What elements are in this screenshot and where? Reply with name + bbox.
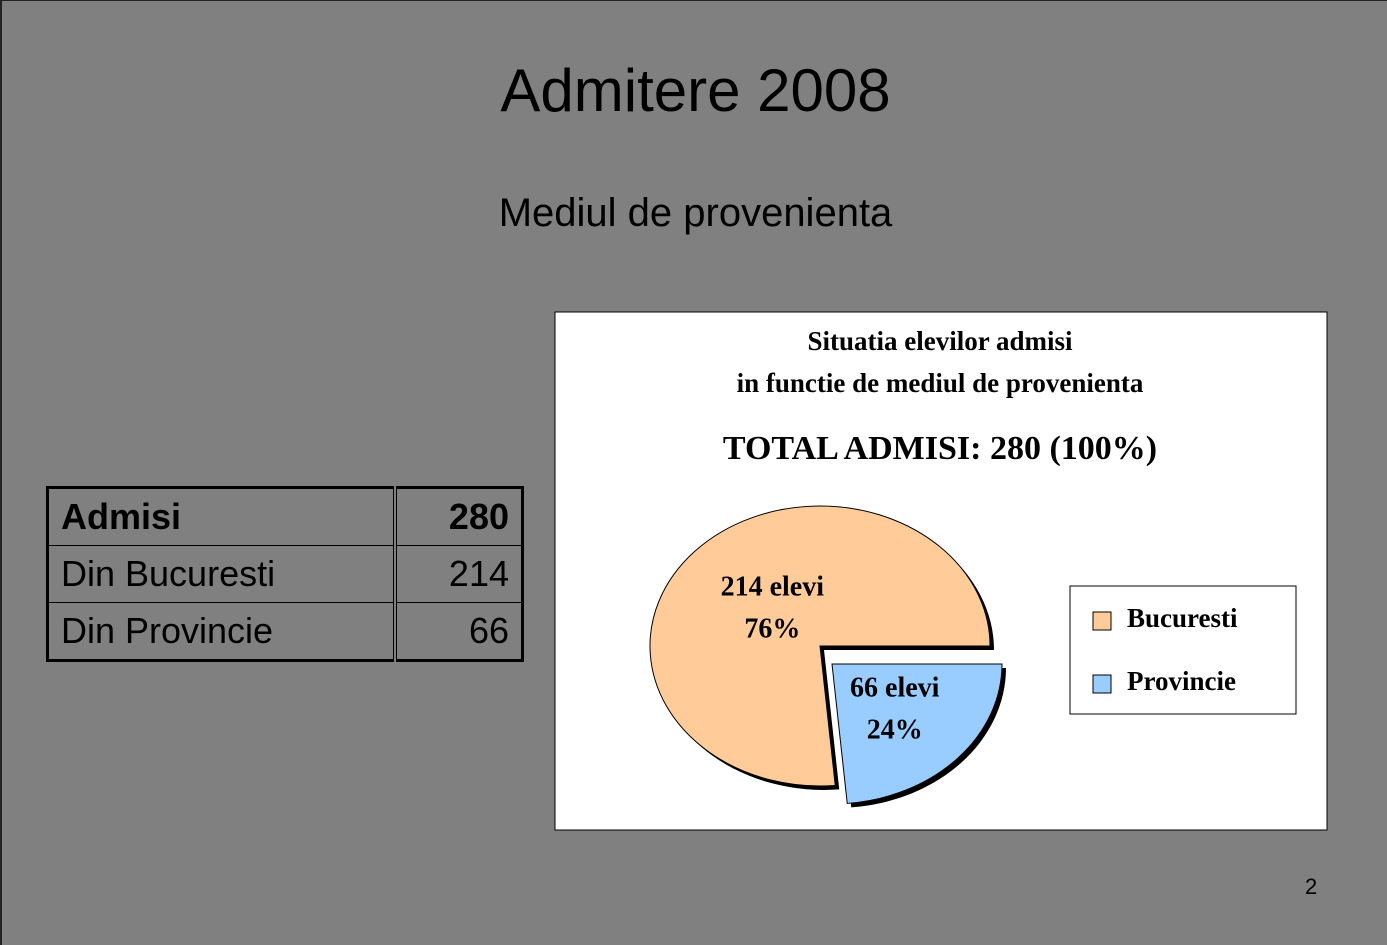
slide-subtitle: Mediul de provenienta	[498, 191, 893, 235]
data-label: 24%	[867, 715, 923, 746]
page-number: 2	[1305, 874, 1318, 899]
cell: 66	[394, 602, 523, 661]
legend-label: Provincie	[1127, 666, 1236, 696]
cell: Admisi	[47, 487, 397, 546]
data-label: 76%	[744, 614, 800, 645]
legend-swatch	[1092, 611, 1112, 631]
cell: Din Provincie	[47, 602, 397, 661]
table-header: Admisi 280	[47, 487, 523, 546]
legend-swatch	[1092, 674, 1112, 694]
data-label: 66 elevi	[850, 673, 940, 704]
chart-title: Situatia elevilor admisi	[807, 326, 1073, 356]
chart-title: in functie de mediul de provenienta	[737, 368, 1144, 398]
slice	[831, 663, 1003, 804]
table-row: Din Provincie 66	[47, 602, 523, 661]
legend-label: Bucuresti	[1127, 603, 1238, 633]
cell: 280	[394, 487, 523, 546]
slice	[649, 505, 991, 787]
table: Admisi 280 Din Bucuresti 214 Din Provincie…	[46, 486, 524, 662]
slide-title: Admitere 2008	[500, 57, 891, 124]
data-label: 214 elevi	[721, 572, 825, 603]
chart-subtitle: TOTAL ADMISI: 280 (100%)	[723, 430, 1157, 467]
